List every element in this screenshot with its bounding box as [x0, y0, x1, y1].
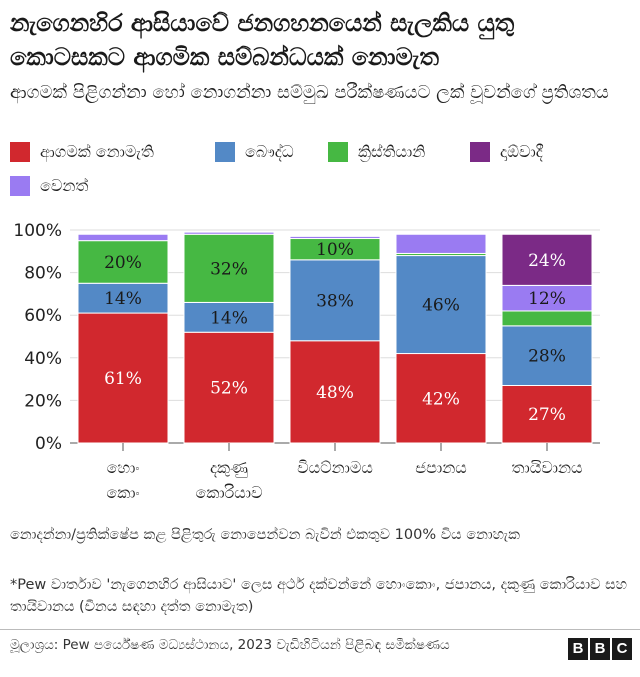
chart-subtitle: ආගමක් පිළිගන්නා හෝ නොගන්නා සම්මුඛ පරීක්ෂ… [10, 82, 609, 103]
y-tick-label: 60% [24, 306, 62, 326]
y-tick-label: 20% [24, 391, 62, 411]
bar-segment [183, 331, 275, 444]
legend-swatch [215, 142, 235, 162]
x-tick-label: තායිවානය [511, 458, 582, 477]
bar-segment [183, 233, 275, 303]
x-tick-label: වියට්නාමය [297, 458, 373, 477]
data-label: 24% [528, 251, 566, 271]
data-label: 48% [316, 383, 354, 403]
x-tick-label: ජපානය [415, 458, 466, 477]
chart-title: නැගෙනහිර ආසියාවේ ජනගහනයෙන් සැලකිය යුතු ක… [10, 9, 515, 71]
rounding-note: නොදන්නා/ප්‍රතික්ෂේප කළ පිළිතුරු නොපෙන්වන… [10, 527, 520, 543]
bar-segment [395, 353, 487, 444]
bbc-logo-letter: B [590, 638, 610, 660]
bar-segment [501, 233, 593, 286]
data-label: 52% [210, 379, 248, 399]
legend-swatch [10, 176, 30, 196]
legend-label: ක්‍රිස්තියානි [358, 142, 426, 161]
bar-segment [183, 231, 275, 235]
bar-segment [395, 233, 487, 254]
data-label: 14% [210, 308, 248, 328]
bar-segment [77, 282, 169, 314]
x-tick-label: දකුණු [210, 458, 248, 478]
legend-swatch [328, 142, 348, 162]
data-label: 10% [316, 240, 354, 260]
data-label: 27% [528, 405, 566, 425]
bar-segment [77, 240, 169, 284]
bar-segment [289, 340, 381, 444]
data-label: 12% [528, 289, 566, 309]
bar-segment [501, 384, 593, 444]
y-tick-label: 0% [35, 434, 62, 454]
legend-label: ආගමක් නොමැති [40, 142, 154, 161]
bar-segment [501, 325, 593, 386]
data-label: 32% [210, 259, 248, 279]
data-label: 28% [528, 347, 566, 367]
data-label: 46% [422, 296, 460, 316]
bar-segment [501, 284, 593, 312]
legend-label: දාඕවාදී [500, 142, 543, 161]
bar-segment [289, 259, 381, 342]
bbc-logo-letter: B [568, 638, 588, 660]
y-tick-label: 40% [24, 349, 62, 369]
stacked-bar-chart: 0% 20% 40% 60% 80% 100% 61% 14% 20% හොං කොං 52% 14% 3… [13, 221, 600, 502]
legend-swatch [470, 142, 490, 162]
bar-segment [77, 312, 169, 444]
data-label: 20% [104, 253, 142, 273]
y-tick-label: 80% [24, 264, 62, 284]
pew-definition-note: *Pew වාර්තාව 'නැගෙනහිර ආසියාව' ලෙස අර්ථ … [10, 577, 627, 615]
divider [0, 629, 640, 630]
source-text: මූලාශ්‍රය: Pew පර්යේෂණ මධ්‍යස්ථානය, 2023… [10, 637, 450, 653]
bar-segment [77, 233, 169, 242]
x-tick-label: කොරියාව [195, 483, 262, 502]
y-tick-label: 100% [13, 221, 62, 241]
bar-segment [289, 235, 381, 240]
legend-label: වෙනත් [40, 176, 89, 195]
data-label: 42% [422, 389, 460, 409]
data-label: 14% [104, 289, 142, 309]
legend-swatch [10, 142, 30, 162]
bar-segment [501, 310, 593, 327]
x-tick-label: කොං [106, 483, 139, 502]
legend-label: බෞද්ධ [245, 142, 294, 161]
data-label: 38% [316, 291, 354, 311]
x-tick-label: හොං [107, 458, 140, 477]
data-label: 61% [104, 369, 142, 389]
bar-segment [395, 255, 487, 355]
bbc-logo-letter: C [612, 638, 632, 660]
